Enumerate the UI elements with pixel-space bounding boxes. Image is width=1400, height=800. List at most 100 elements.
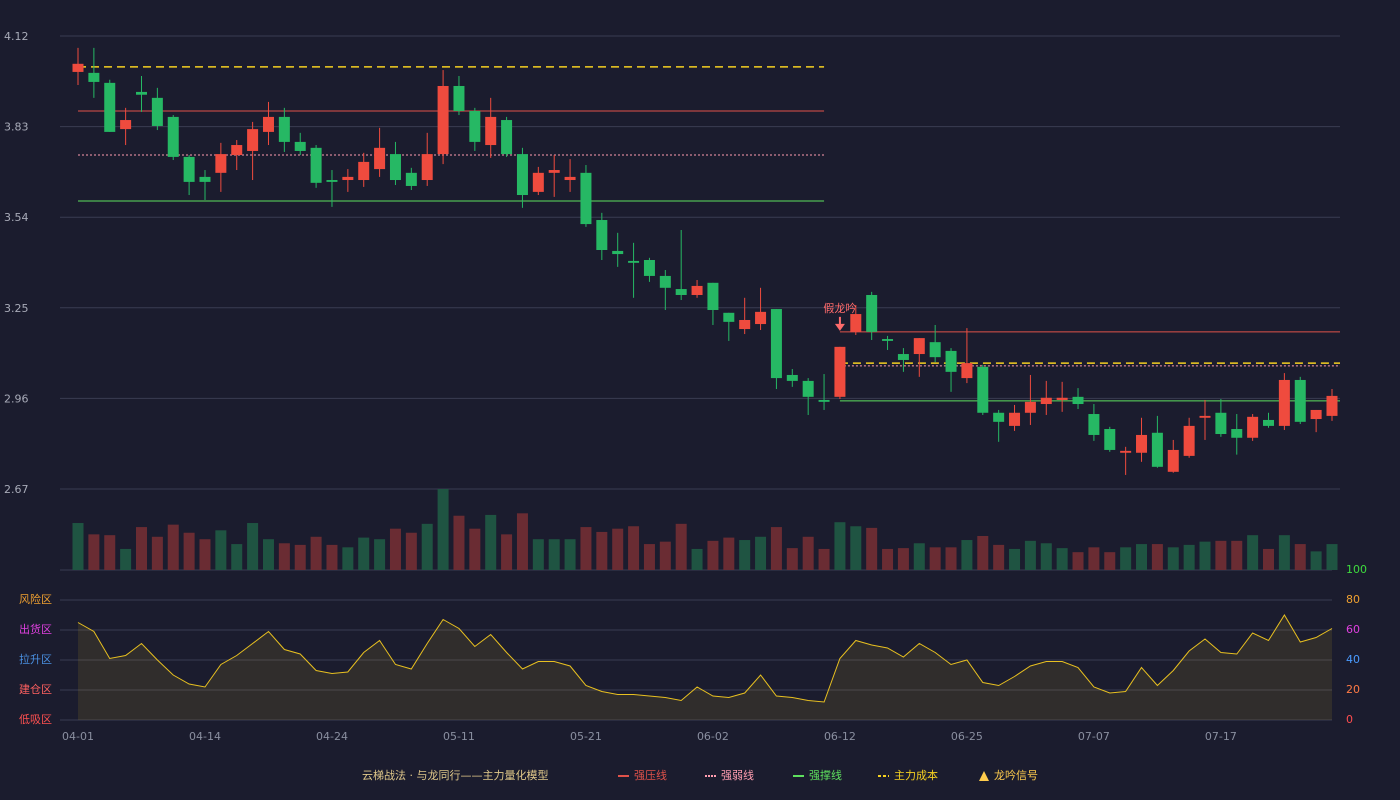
candle-body — [1278, 379, 1290, 426]
candle-body — [1024, 401, 1036, 413]
candle-body — [564, 176, 576, 181]
candle-body — [485, 116, 497, 146]
candle-body — [342, 176, 354, 181]
candle-body — [675, 289, 687, 295]
candle-body — [659, 275, 671, 288]
volume-bar — [961, 540, 973, 570]
candle-body — [405, 172, 417, 186]
volume-bar — [755, 536, 767, 570]
volume-bar — [374, 539, 386, 570]
volume-bar — [850, 526, 862, 570]
volume-bar — [294, 544, 306, 570]
candle-body — [183, 156, 195, 182]
volume-bar — [628, 526, 640, 570]
volume-bar — [945, 547, 957, 570]
volume-bar — [516, 513, 528, 570]
candle-body — [707, 282, 719, 310]
indicator-area — [78, 615, 1332, 720]
volume-bar — [818, 548, 830, 570]
volume-bar — [770, 527, 782, 570]
volume-bar — [993, 544, 1005, 570]
legend-title: 云梯战法 · 与龙同行——主力量化模型 — [362, 768, 549, 782]
y2-tick-label: 60 — [1346, 623, 1360, 636]
volume-bar — [72, 523, 84, 570]
candle-body — [977, 366, 989, 413]
candle-body — [1294, 379, 1306, 422]
candle-body — [1199, 415, 1211, 418]
y-tick-label: 3.25 — [4, 302, 29, 315]
volume-bar — [866, 527, 878, 570]
candle-body — [643, 260, 655, 276]
volume-bar — [739, 540, 751, 570]
legend-label[interactable]: 强弱线 — [721, 768, 754, 782]
candle-body — [628, 260, 640, 263]
x-tick-label: 07-17 — [1205, 730, 1237, 743]
volume-bar — [437, 489, 449, 570]
volume-bar — [1278, 535, 1290, 570]
y2-tick-label: 80 — [1346, 593, 1360, 606]
volume-bar — [199, 539, 211, 570]
candle-body — [231, 145, 243, 156]
volume-bar — [183, 532, 195, 570]
volume-bar — [1167, 547, 1179, 570]
volume-bar — [151, 536, 163, 570]
legend-label[interactable]: 强压线 — [634, 768, 667, 782]
candle-body — [866, 294, 878, 332]
candle-body — [723, 312, 735, 322]
volume-bar — [1294, 544, 1306, 570]
volume-bar — [548, 539, 560, 570]
volume-bar — [501, 534, 513, 570]
candle-body — [1183, 425, 1195, 456]
candle-body — [596, 220, 608, 251]
candle-body — [1136, 434, 1148, 453]
volume-bar — [1199, 541, 1211, 570]
candle-body — [167, 116, 179, 157]
candle-body — [1310, 409, 1322, 420]
volume-bar — [262, 539, 274, 570]
volume-bar — [469, 528, 481, 570]
legend-label[interactable]: 龙吟信号 — [994, 768, 1038, 782]
x-tick-label: 07-07 — [1078, 730, 1110, 743]
candle-body — [1072, 396, 1084, 405]
volume-bar — [326, 544, 338, 570]
volume-bar — [897, 548, 909, 570]
candle-body — [453, 85, 465, 111]
candle-body — [612, 250, 624, 255]
candle-body — [120, 120, 132, 130]
volume-bar — [786, 548, 798, 570]
volume-bar — [1183, 544, 1195, 570]
volume-bar — [1247, 535, 1259, 570]
candle-body — [310, 147, 322, 183]
volume-bar — [120, 548, 132, 570]
volume-bar — [278, 543, 290, 570]
legend-label[interactable]: 主力成本 — [894, 768, 938, 782]
volume-bar — [485, 514, 497, 570]
candle-body — [1231, 429, 1243, 438]
candle-body — [1247, 416, 1259, 438]
volume-bar — [580, 527, 592, 570]
zone-label: 建仓区 — [19, 682, 52, 696]
volume-bar — [643, 544, 655, 570]
zone-label: 风险区 — [19, 592, 52, 606]
candle-body — [755, 311, 767, 325]
volume-bar — [532, 539, 544, 570]
candle-body — [135, 91, 147, 95]
volume-bar — [1151, 544, 1163, 570]
candle-body — [1088, 414, 1100, 435]
volume-bar — [1136, 544, 1148, 570]
legend-label[interactable]: 强撑线 — [809, 768, 842, 782]
volume-bar — [612, 528, 624, 570]
x-tick-label: 05-21 — [570, 730, 602, 743]
candle-body — [548, 170, 560, 173]
volume-bar — [88, 534, 100, 570]
volume-bar — [1009, 548, 1021, 570]
candle-body — [532, 172, 544, 192]
volume-bar — [596, 531, 608, 570]
y2-tick-label: 20 — [1346, 683, 1360, 696]
volume-bar — [834, 522, 846, 570]
y-tick-label: 2.96 — [4, 392, 29, 405]
signal-label: 假龙吟 — [823, 301, 856, 315]
signal-arrow-head — [834, 323, 845, 331]
